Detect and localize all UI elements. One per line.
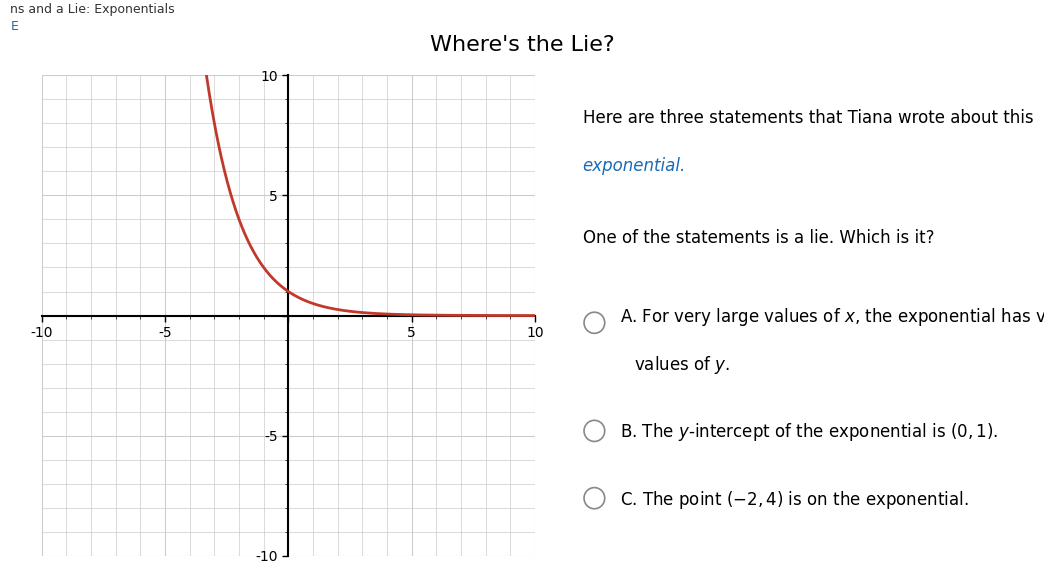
Text: Here are three statements that Tiana wrote about this: Here are three statements that Tiana wro… xyxy=(583,109,1034,127)
Text: ns and a Lie: Exponentials: ns and a Lie: Exponentials xyxy=(10,3,175,16)
Text: E: E xyxy=(10,20,19,33)
Text: One of the statements is a lie. Which is it?: One of the statements is a lie. Which is… xyxy=(583,229,934,247)
Text: Where's the Lie?: Where's the Lie? xyxy=(430,35,614,55)
Text: values of $y$.: values of $y$. xyxy=(635,354,731,376)
Text: exponential.: exponential. xyxy=(583,157,686,175)
Text: A. For very large values of $x$, the exponential has very large: A. For very large values of $x$, the exp… xyxy=(620,306,1044,328)
Text: C. The point $(-2,4)$ is on the exponential.: C. The point $(-2,4)$ is on the exponent… xyxy=(620,489,969,511)
Text: B. The $y$-intercept of the exponential is $(0,1)$.: B. The $y$-intercept of the exponential … xyxy=(620,422,999,444)
